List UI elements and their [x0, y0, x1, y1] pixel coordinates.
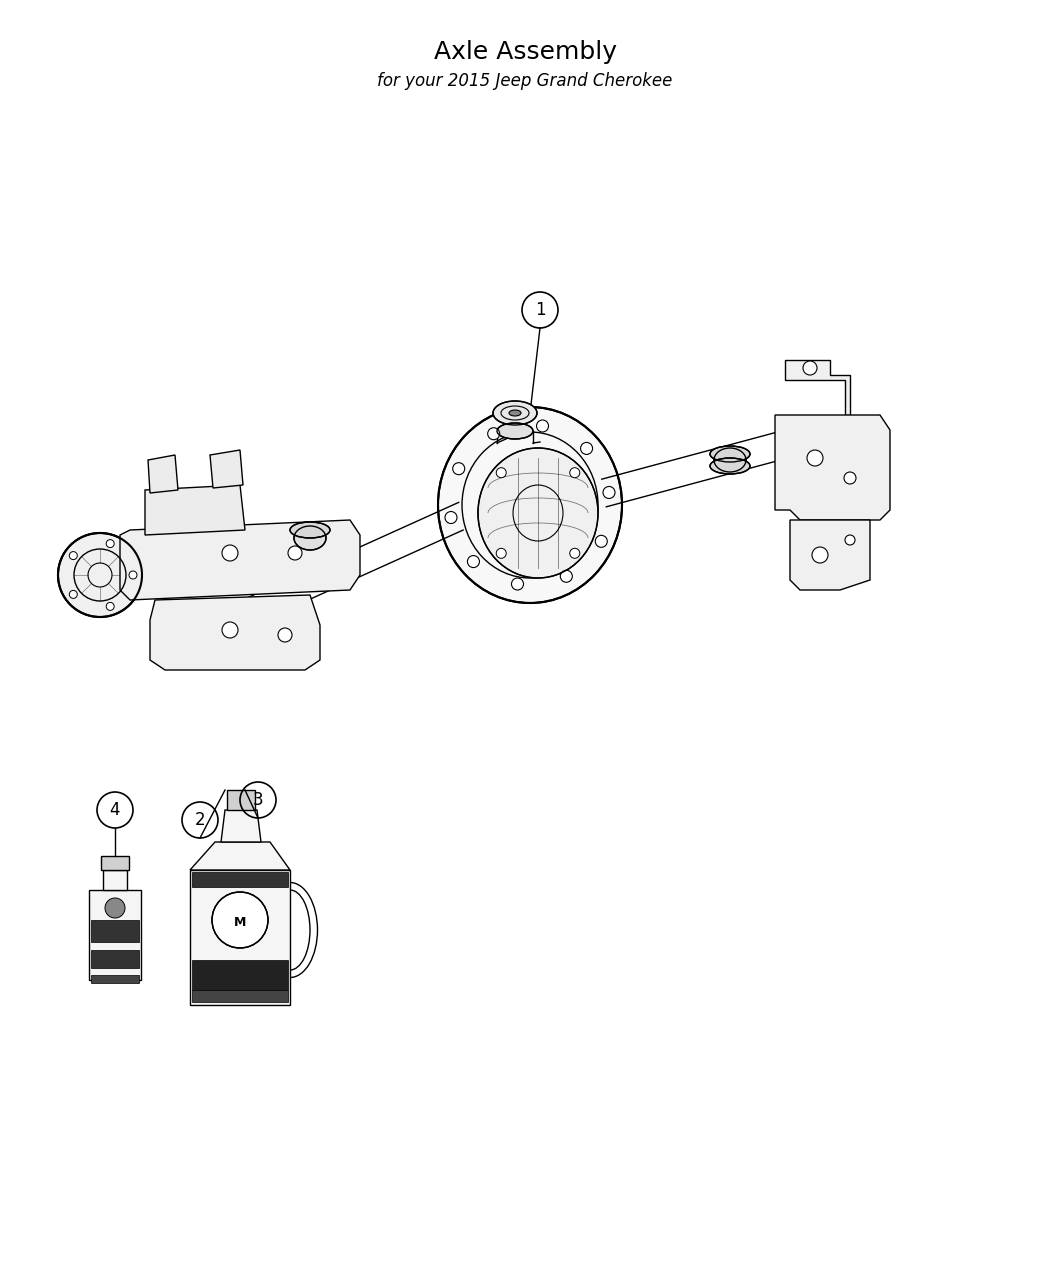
- Text: M: M: [234, 915, 246, 928]
- Ellipse shape: [710, 458, 750, 474]
- Polygon shape: [785, 360, 850, 414]
- Polygon shape: [790, 520, 870, 590]
- Circle shape: [487, 427, 500, 440]
- Polygon shape: [148, 455, 178, 493]
- Text: 4: 4: [110, 801, 121, 819]
- Circle shape: [445, 511, 457, 524]
- Circle shape: [106, 539, 114, 548]
- Circle shape: [511, 578, 524, 590]
- Ellipse shape: [710, 446, 750, 462]
- Ellipse shape: [714, 448, 745, 472]
- Circle shape: [812, 547, 828, 564]
- Bar: [192, 872, 288, 887]
- Circle shape: [803, 361, 817, 375]
- Polygon shape: [150, 595, 320, 669]
- Ellipse shape: [438, 407, 622, 603]
- Ellipse shape: [294, 527, 325, 550]
- Circle shape: [69, 590, 78, 598]
- Circle shape: [807, 450, 823, 465]
- Ellipse shape: [290, 521, 330, 538]
- Text: 2: 2: [194, 811, 206, 829]
- Circle shape: [69, 552, 78, 560]
- Ellipse shape: [509, 411, 521, 416]
- Circle shape: [845, 536, 855, 544]
- Polygon shape: [210, 450, 243, 488]
- Polygon shape: [220, 810, 261, 842]
- Text: 1: 1: [534, 301, 545, 319]
- Circle shape: [222, 544, 238, 561]
- Ellipse shape: [494, 402, 537, 425]
- Polygon shape: [190, 870, 290, 1005]
- Circle shape: [844, 472, 856, 484]
- Circle shape: [570, 548, 580, 558]
- Polygon shape: [103, 870, 127, 890]
- Circle shape: [106, 602, 114, 611]
- Circle shape: [497, 468, 506, 478]
- Text: 3: 3: [253, 790, 264, 810]
- Polygon shape: [120, 520, 360, 601]
- Circle shape: [497, 548, 506, 558]
- Circle shape: [453, 463, 465, 474]
- Polygon shape: [227, 790, 255, 810]
- Ellipse shape: [497, 423, 533, 439]
- Circle shape: [603, 487, 615, 499]
- Polygon shape: [89, 890, 141, 980]
- Text: for your 2015 Jeep Grand Cherokee: for your 2015 Jeep Grand Cherokee: [377, 71, 673, 91]
- Circle shape: [105, 898, 125, 918]
- Polygon shape: [145, 484, 245, 536]
- Circle shape: [581, 442, 592, 454]
- Circle shape: [129, 571, 136, 579]
- Bar: [91, 921, 139, 942]
- Circle shape: [570, 468, 580, 478]
- Circle shape: [222, 622, 238, 638]
- Polygon shape: [190, 842, 290, 870]
- Bar: [192, 960, 288, 989]
- Circle shape: [467, 556, 480, 567]
- Circle shape: [537, 419, 548, 432]
- Text: Axle Assembly: Axle Assembly: [434, 40, 616, 64]
- Ellipse shape: [478, 448, 598, 578]
- Polygon shape: [775, 414, 890, 520]
- Circle shape: [278, 629, 292, 643]
- Bar: [91, 950, 139, 968]
- Bar: [91, 975, 139, 983]
- Polygon shape: [101, 856, 129, 870]
- Circle shape: [595, 536, 607, 547]
- Circle shape: [58, 533, 142, 617]
- Circle shape: [212, 892, 268, 949]
- Circle shape: [561, 570, 572, 583]
- Circle shape: [288, 546, 302, 560]
- Bar: [192, 989, 288, 1002]
